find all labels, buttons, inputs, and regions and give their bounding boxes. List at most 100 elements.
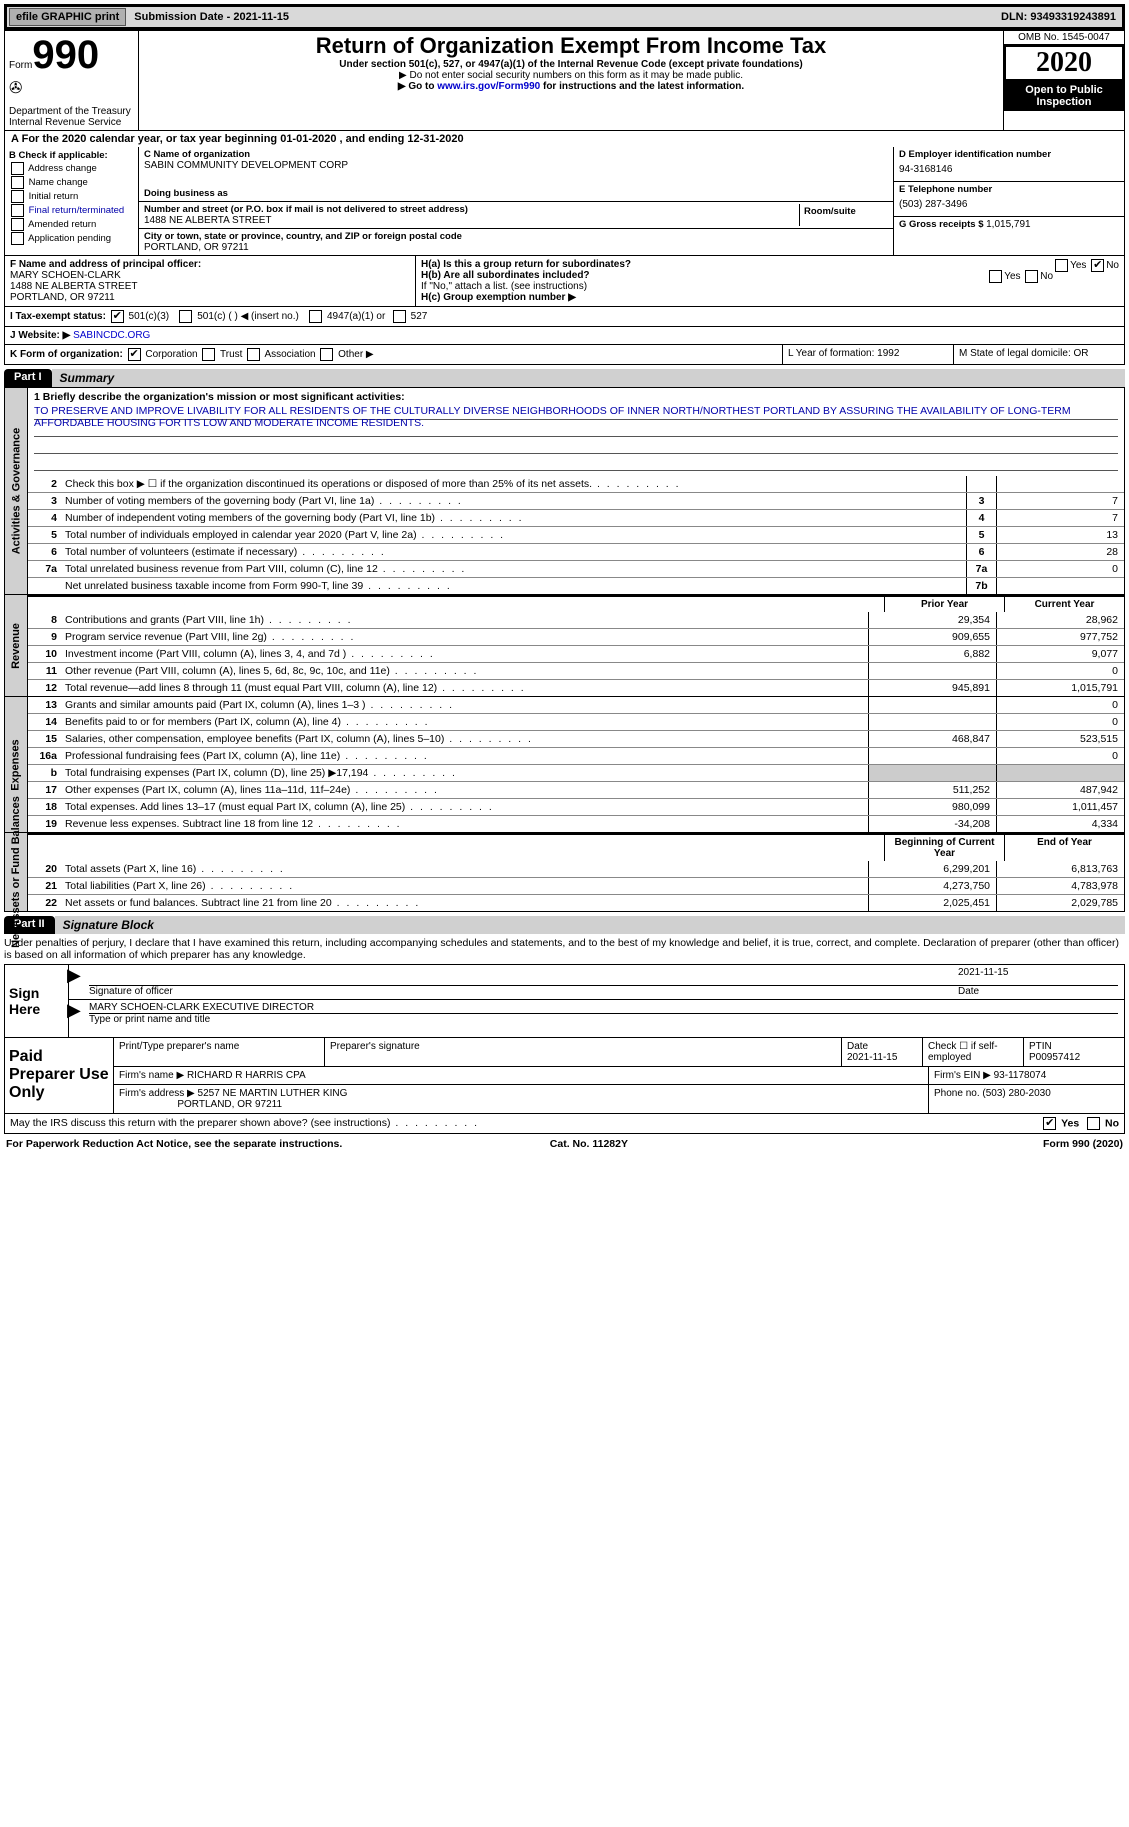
line-number: 17 [28,782,61,798]
line-number: 7a [28,561,61,577]
line-number: 14 [28,714,61,730]
chk-initial-return[interactable]: Initial return [9,190,134,203]
line-desc: Grants and similar amounts paid (Part IX… [61,697,868,713]
summary-line: 14Benefits paid to or for members (Part … [28,713,1124,730]
line-number: 8 [28,612,61,628]
chk-trust[interactable] [202,348,215,361]
chk-other[interactable] [320,348,333,361]
dept-irs: Internal Revenue Service [9,117,134,128]
line-number: 5 [28,527,61,543]
footer-left: For Paperwork Reduction Act Notice, see … [6,1138,342,1150]
year-formation: L Year of formation: 1992 [783,345,954,364]
line-desc: Number of voting members of the governin… [61,493,966,509]
current-year-value: 0 [996,714,1124,730]
line-desc: Total number of individuals employed in … [61,527,966,543]
form-word: Form [9,60,32,71]
prior-year-value: 29,354 [868,612,996,628]
summary-line: 6Total number of volunteers (estimate if… [28,543,1124,560]
opt-other: Other ▶ [338,349,373,360]
form990-link[interactable]: www.irs.gov/Form990 [437,81,540,92]
chk-501c3[interactable] [111,310,124,323]
netassets-sidelabel: Net Assets or Fund Balances [5,833,28,911]
chk-527[interactable] [393,310,406,323]
current-year-value: 4,334 [996,816,1124,832]
line-number: 2 [28,476,61,492]
prep-date-value: 2021-11-15 [847,1052,897,1063]
chk-association[interactable] [247,348,260,361]
h-b-no-checkbox[interactable] [1025,270,1038,283]
h-a-text: H(a) Is this a group return for subordin… [421,259,631,270]
chk-address-change[interactable]: Address change [9,162,134,175]
firm-addr-2: PORTLAND, OR 97211 [177,1099,282,1110]
chk-4947[interactable] [309,310,322,323]
summary-line: 21Total liabilities (Part X, line 26)4,2… [28,877,1124,894]
dln: DLN: 93493319243891 [1001,11,1122,23]
h-b-text: H(b) Are all subordinates included? [421,270,590,281]
prior-year-value [868,663,996,679]
chk-final-return[interactable]: Final return/terminated [9,204,134,217]
line-value: 0 [996,561,1124,577]
eoy-header: End of Year [1004,835,1124,861]
line-number: 20 [28,861,61,877]
website-link[interactable]: SABINCDC.ORG [70,330,150,341]
org-name-label: C Name of organization [144,149,888,160]
prior-year-value [868,765,996,781]
firm-phone: (503) 280-2030 [982,1088,1050,1099]
summary-line: 4Number of independent voting members of… [28,509,1124,526]
self-employed-label: Check ☐ if self-employed [923,1038,1024,1066]
disclose-no-checkbox[interactable] [1087,1117,1100,1130]
line-box [966,476,996,492]
ein-label: D Employer identification number [899,149,1119,160]
mission-blank-2 [34,439,1118,454]
summary-line: 18Total expenses. Add lines 13–17 (must … [28,798,1124,815]
disclose-row: May the IRS discuss this return with the… [4,1114,1125,1134]
chk-501c[interactable] [179,310,192,323]
summary-line: 10Investment income (Part VIII, column (… [28,645,1124,662]
prior-year-header: Prior Year [884,597,1004,612]
boy-header: Beginning of Current Year [884,835,1004,861]
form-subtitle-2: Do not enter social security numbers on … [145,70,997,81]
preparer-sig-label: Preparer's signature [325,1038,842,1066]
mission-block: 1 Briefly describe the organization's mi… [28,388,1124,476]
current-year-value: 2,029,785 [996,895,1124,911]
chk-corporation[interactable] [128,348,141,361]
mission-blank-3 [34,456,1118,471]
line-desc: Investment income (Part VIII, column (A)… [61,646,868,662]
h-b-yes-checkbox[interactable] [989,270,1002,283]
line-desc: Total assets (Part X, line 16) [61,861,868,877]
expenses-sidelabel-text: Expenses [10,739,22,790]
opt-501c-insert: ◀ (insert no.) [241,311,299,322]
prior-year-value [868,748,996,764]
line-desc: Benefits paid to or for members (Part IX… [61,714,868,730]
h-a-no-checkbox[interactable] [1091,259,1104,272]
efile-print-button[interactable]: efile GRAPHIC print [9,8,126,26]
disclose-yes-checkbox[interactable] [1043,1117,1056,1130]
box-f: F Name and address of principal officer:… [5,256,416,306]
netassets-sidelabel-text: Net Assets or Fund Balances [10,796,22,948]
line-number: 13 [28,697,61,713]
chk-application-pending[interactable]: Application pending [9,232,134,245]
line-number: 9 [28,629,61,645]
part-1-title: Summary [52,369,1125,387]
chk-amended-return[interactable]: Amended return [9,218,134,231]
tax-exempt-label: I Tax-exempt status: [10,311,106,322]
part-2-title: Signature Block [55,916,1125,934]
firm-ein: 93-1178074 [994,1070,1047,1081]
phone-label: E Telephone number [899,184,1119,195]
firm-phone-label: Phone no. [934,1088,982,1099]
h-a-yes-checkbox[interactable] [1055,259,1068,272]
chk-name-change[interactable]: Name change [9,176,134,189]
tax-period-text: For the 2020 calendar year, or tax year … [22,133,464,145]
line-desc: Net assets or fund balances. Subtract li… [61,895,868,911]
preparer-name-label: Print/Type preparer's name [114,1038,325,1066]
current-year-value: 1,015,791 [996,680,1124,696]
prior-year-value: 945,891 [868,680,996,696]
chk-address-change-label: Address change [28,163,97,174]
line-value [996,476,1124,492]
footer-catno: Cat. No. 11282Y [550,1138,628,1150]
current-year-value: 1,011,457 [996,799,1124,815]
chk-amended-return-label: Amended return [28,219,96,230]
mission-text: TO PRESERVE AND IMPROVE LIVABILITY FOR A… [34,405,1118,420]
no-label: No [1106,260,1119,271]
phone-value: (503) 287-3496 [899,195,1119,214]
